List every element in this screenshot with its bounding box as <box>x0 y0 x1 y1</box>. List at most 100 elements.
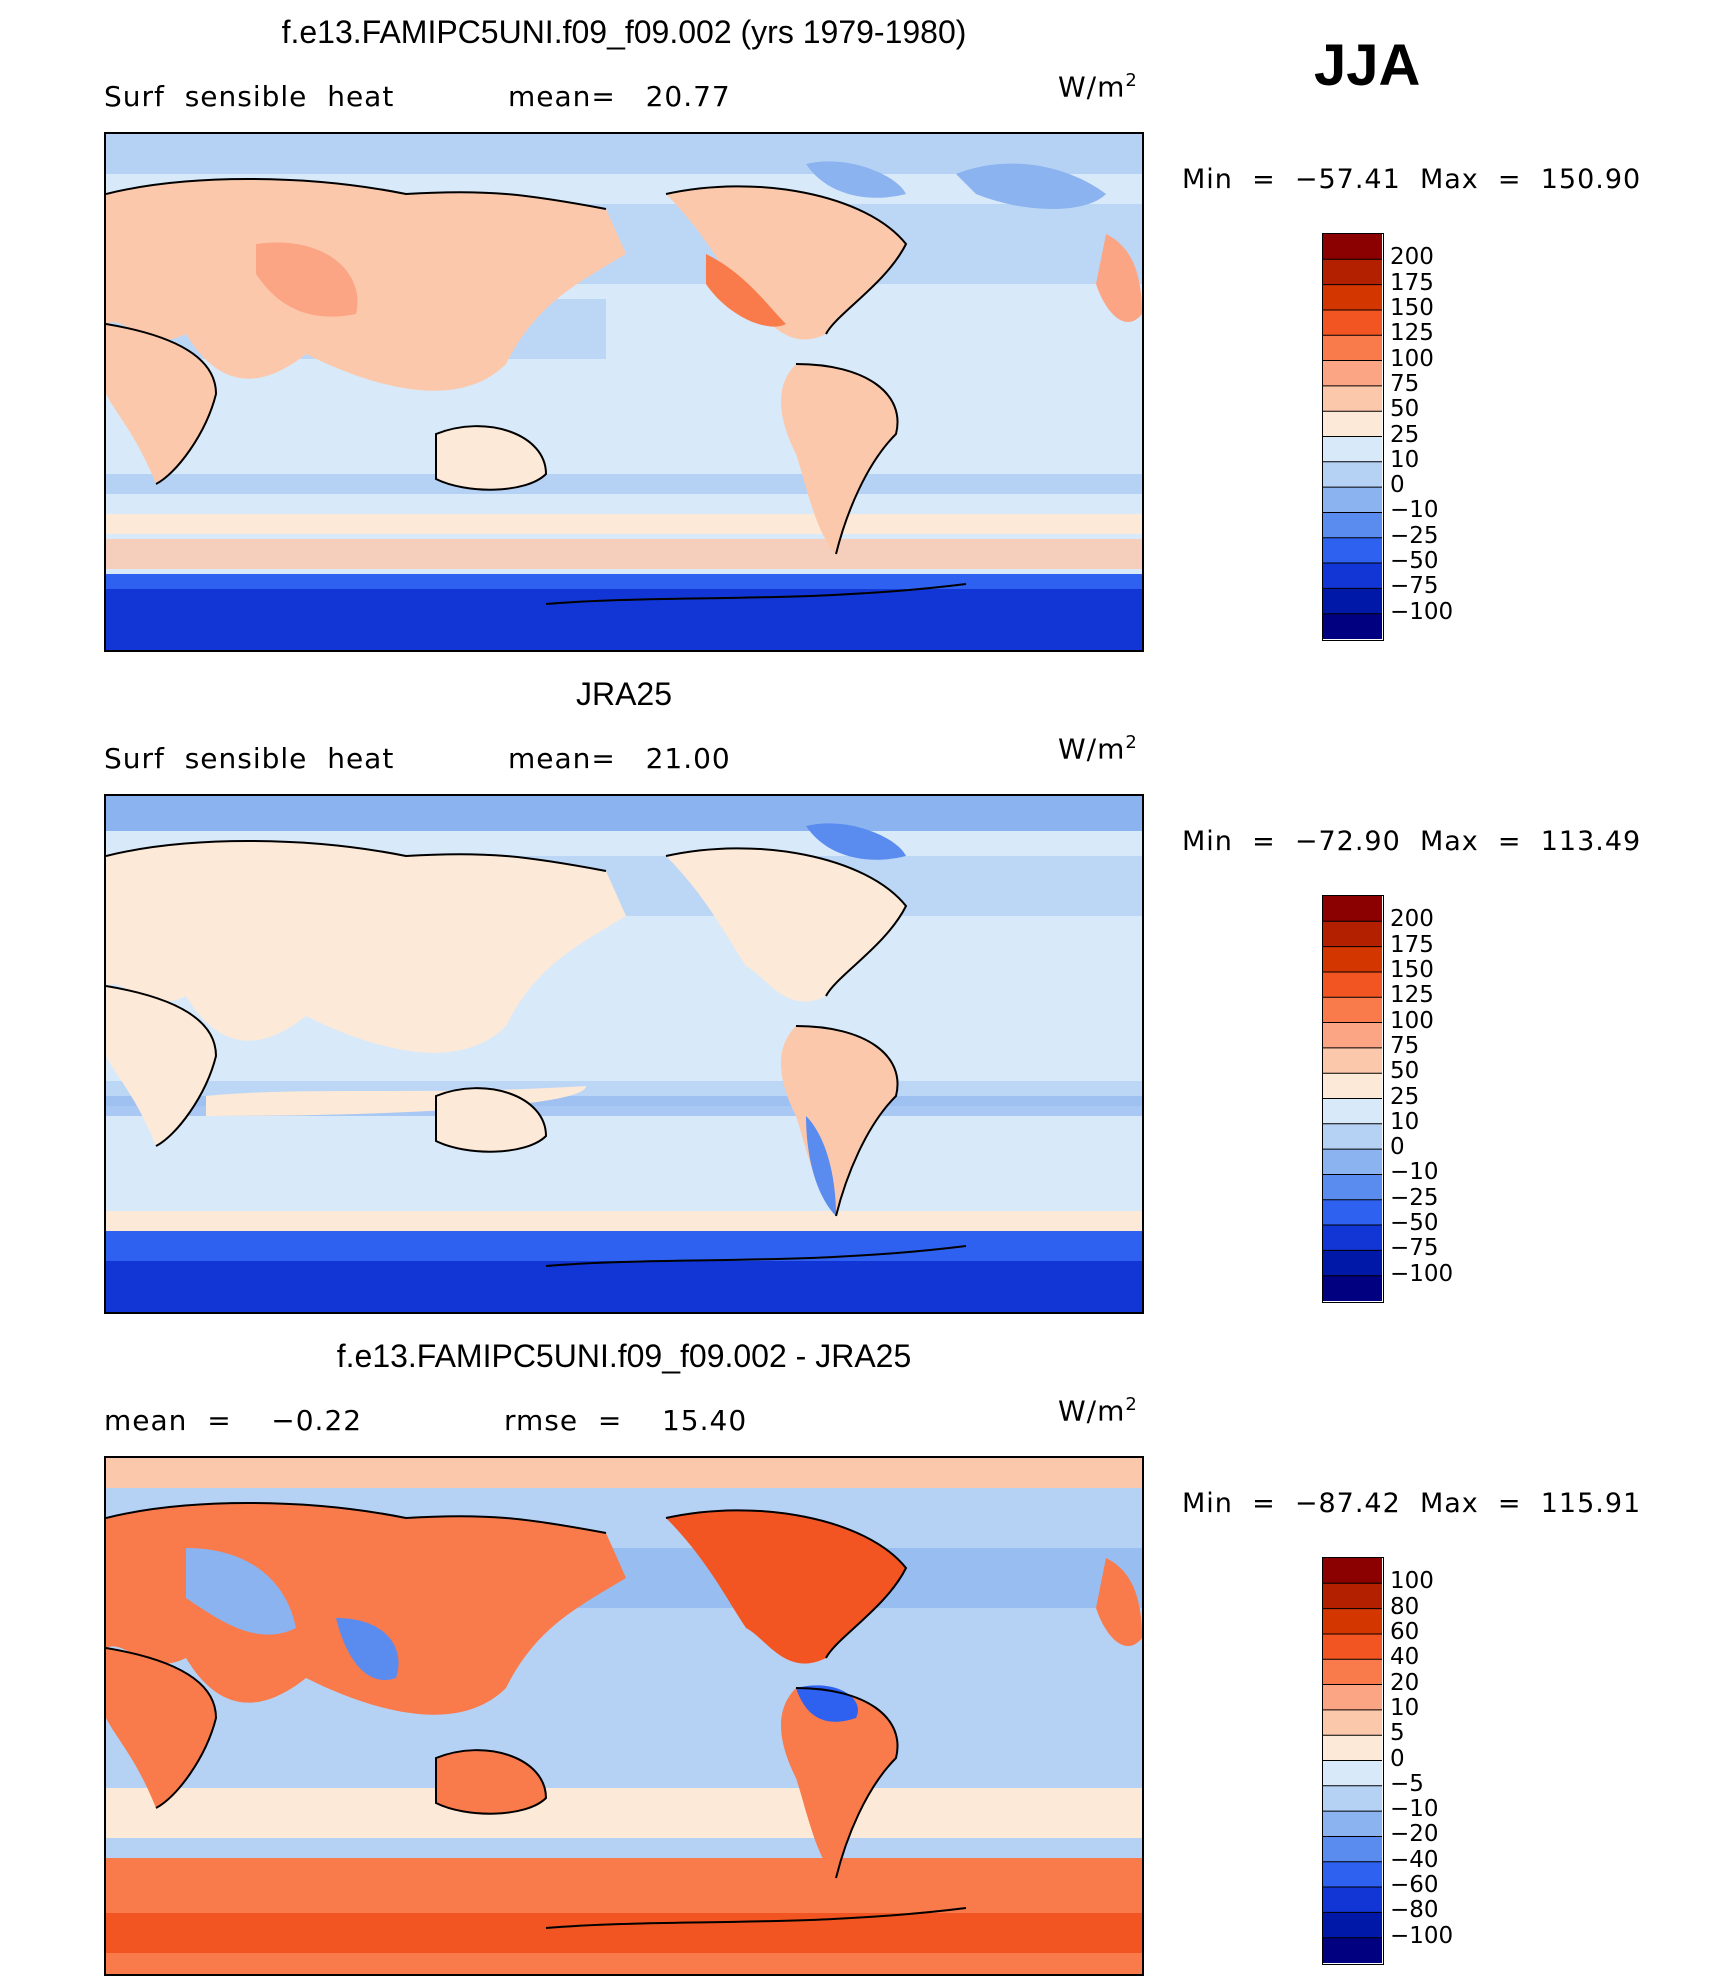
colorbar-tick-label: 125 <box>1390 320 1434 347</box>
colorbar <box>1322 1557 1384 1965</box>
colorbar-swatch <box>1323 563 1382 589</box>
colorbar-tick-label: 100 <box>1390 1568 1434 1595</box>
colorbar-tick-label: 75 <box>1390 370 1420 397</box>
colorbar-tick-label: 150 <box>1390 956 1434 983</box>
field-label: Surf sensible heat <box>104 80 395 113</box>
panel-title: f.e13.FAMIPC5UNI.f09_f09.002 (yrs 1979-1… <box>281 14 967 50</box>
colorbar-swatch <box>1323 1225 1382 1251</box>
colorbar-tick-label: 50 <box>1390 1058 1420 1085</box>
panel-title: f.e13.FAMIPC5UNI.f09_f09.002 - JRA25 <box>336 1338 912 1374</box>
colorbar-swatch <box>1323 1836 1382 1863</box>
colorbar-swatch <box>1323 1760 1382 1787</box>
colorbar-tick-label: 20 <box>1390 1669 1420 1696</box>
colorbar-tick-label: −100 <box>1390 1260 1454 1287</box>
colorbar-tick-label: −60 <box>1390 1872 1439 1899</box>
map-plot <box>104 794 1144 1314</box>
colorbar <box>1322 233 1384 641</box>
colorbar-tick-label: −25 <box>1390 1184 1439 1211</box>
rmse-label: rmse = 15.40 <box>504 1404 748 1437</box>
colorbar-swatch <box>1323 971 1382 998</box>
colorbar-swatch <box>1323 613 1382 639</box>
colorbar-swatch <box>1323 1174 1382 1201</box>
colorbar-tick-label: 100 <box>1390 345 1434 372</box>
colorbar-swatch <box>1323 284 1382 311</box>
colorbar-tick-label: 150 <box>1390 294 1434 321</box>
colorbar-tick-label: −10 <box>1390 1159 1439 1186</box>
colorbar-tick-label: −40 <box>1390 1846 1439 1873</box>
minmax-label: Min = −57.41 Max = 150.90 <box>1182 164 1642 195</box>
colorbar-swatch <box>1323 436 1382 463</box>
colorbar-swatch <box>1323 1937 1382 1963</box>
colorbar-svg <box>1323 234 1382 639</box>
colorbar-tick-label: −20 <box>1390 1821 1439 1848</box>
colorbar-tick-label: 25 <box>1390 1083 1420 1110</box>
colorbar-tick-label: 0 <box>1390 472 1405 499</box>
colorbar-swatch <box>1323 487 1382 513</box>
panel-obs: JRA25 Surf sensible heat mean= 21.00 W/m… <box>0 660 1710 1320</box>
season-label: JJA <box>1314 33 1421 98</box>
map-svg <box>106 134 1142 650</box>
colorbar-tick-label: 10 <box>1390 446 1420 473</box>
colorbar-tick-label: 50 <box>1390 396 1420 423</box>
colorbar-swatch <box>1323 1022 1382 1049</box>
map-svg <box>106 1458 1142 1974</box>
colorbar-tick-label: −100 <box>1390 598 1454 625</box>
colorbar-tick-label: 5 <box>1390 1720 1405 1747</box>
colorbar-tick-label: −10 <box>1390 1796 1439 1823</box>
colorbar-tick-label: 60 <box>1390 1618 1420 1645</box>
colorbar-swatch <box>1323 259 1382 286</box>
colorbar-swatch <box>1323 1275 1382 1301</box>
colorbar-swatch <box>1323 1785 1382 1812</box>
colorbar-swatch <box>1323 1709 1382 1736</box>
colorbar-tick-label: −10 <box>1390 497 1439 524</box>
colorbar-tick-label: 100 <box>1390 1007 1434 1034</box>
colorbar-tick-label: −75 <box>1390 573 1439 600</box>
colorbar-tick-label: 80 <box>1390 1593 1420 1620</box>
colorbar-tick-label: 10 <box>1390 1108 1420 1135</box>
colorbar-swatch <box>1323 234 1382 260</box>
colorbar-swatch <box>1323 1735 1382 1761</box>
colorbar-swatch <box>1323 588 1382 615</box>
colorbar-swatch <box>1323 1608 1382 1635</box>
colorbar-swatch <box>1323 1633 1382 1660</box>
units-label: W/m2 <box>1058 1394 1138 1428</box>
colorbar-tick-label: −50 <box>1390 1210 1439 1237</box>
colorbar-svg <box>1323 1558 1382 1963</box>
colorbar-tick-label: 175 <box>1390 269 1434 296</box>
colorbar-swatch <box>1323 411 1382 437</box>
colorbar-swatch <box>1323 1073 1382 1099</box>
colorbar-swatch <box>1323 1250 1382 1277</box>
colorbar-tick-label: −100 <box>1390 1922 1454 1949</box>
colorbar-swatch <box>1323 1861 1382 1888</box>
colorbar-tick-label: 200 <box>1390 244 1434 271</box>
mean-label: mean= 20.77 <box>508 80 731 113</box>
mean-label: mean = −0.22 <box>104 1404 363 1437</box>
colorbar-swatch <box>1323 1098 1382 1125</box>
colorbar-swatch <box>1323 921 1382 948</box>
units-label: W/m2 <box>1058 70 1138 104</box>
colorbar-tick-label: 75 <box>1390 1032 1420 1059</box>
colorbar-swatch <box>1323 1887 1382 1913</box>
panel-model: f.e13.FAMIPC5UNI.f09_f09.002 (yrs 1979-1… <box>0 0 1710 660</box>
colorbar-tick-label: 10 <box>1390 1694 1420 1721</box>
colorbar-swatch <box>1323 997 1382 1024</box>
map-svg <box>106 796 1142 1312</box>
units-label: W/m2 <box>1058 732 1138 766</box>
panel-title: JRA25 <box>575 676 673 712</box>
colorbar-svg <box>1323 896 1382 1301</box>
colorbar-swatch <box>1323 512 1382 539</box>
colorbar-swatch <box>1323 335 1382 362</box>
colorbar-swatch <box>1323 1199 1382 1226</box>
minmax-label: Min = −72.90 Max = 113.49 <box>1182 826 1642 857</box>
colorbar-swatch <box>1323 1659 1382 1686</box>
colorbar-tick-label: −5 <box>1390 1770 1424 1797</box>
colorbar-swatch <box>1323 896 1382 922</box>
colorbar-tick-label: −80 <box>1390 1897 1439 1924</box>
map-plot <box>104 1456 1144 1976</box>
colorbar-tick-label: −75 <box>1390 1235 1439 1262</box>
map-plot <box>104 132 1144 652</box>
colorbar-tick-label: 175 <box>1390 931 1434 958</box>
colorbar-tick-label: −25 <box>1390 522 1439 549</box>
mean-label: mean= 21.00 <box>508 742 731 775</box>
colorbar-swatch <box>1323 1583 1382 1610</box>
